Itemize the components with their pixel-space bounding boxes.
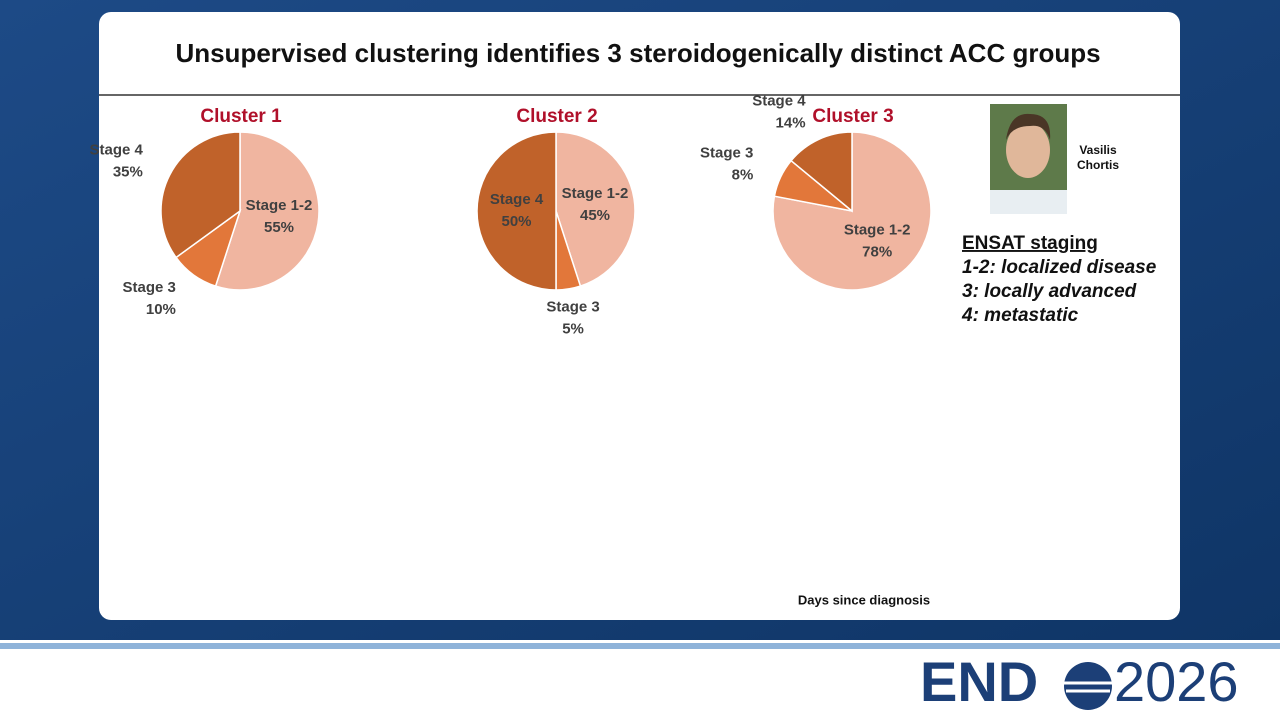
slice-label: Stage 1-2 xyxy=(844,221,911,238)
chart-title: Cluster 3 xyxy=(812,106,893,127)
slice-value: 50% xyxy=(501,213,531,230)
slice-value: 55% xyxy=(264,219,294,236)
staging-item: 4: metastatic xyxy=(961,305,1079,326)
slice-label: Stage 3 xyxy=(546,299,599,316)
footer-stripe xyxy=(0,643,1280,649)
chart-title: Cluster 1 xyxy=(200,106,282,127)
chart-title: Cluster 2 xyxy=(516,106,597,127)
slice-value: 8% xyxy=(732,167,754,184)
slice-label: Stage 4 xyxy=(90,141,144,158)
slice-label: Stage 1-2 xyxy=(246,197,313,214)
slice-value: 5% xyxy=(562,321,584,338)
pie-slice xyxy=(214,131,320,291)
pie-slice xyxy=(790,131,853,213)
slice-label: Stage 1-2 xyxy=(562,185,629,202)
pie-slice xyxy=(555,131,636,288)
presenter-name: Chortis xyxy=(1077,158,1119,172)
logo-left: END xyxy=(920,650,1038,713)
logo: END 2026 xyxy=(920,650,1239,713)
slice-value: 45% xyxy=(580,207,610,224)
presenter-photo xyxy=(990,104,1067,214)
slice-value: 14% xyxy=(776,114,806,131)
slice-value: 78% xyxy=(862,243,892,260)
presenter-name: Vasilis xyxy=(1079,143,1117,157)
logo-right: 2026 xyxy=(1114,650,1239,713)
pie-slice xyxy=(772,131,932,291)
axis-note: Days since diagnosis xyxy=(798,592,930,607)
staging-item: 3: locally advanced xyxy=(962,281,1137,302)
staging-heading: ENSAT staging xyxy=(962,233,1098,254)
staging-item: 1-2: localized disease xyxy=(962,257,1157,278)
slice-value: 10% xyxy=(146,301,176,318)
slice-label: Stage 3 xyxy=(700,145,753,162)
pie-slice xyxy=(160,131,241,259)
slide-title: Unsupervised clustering identifies 3 ste… xyxy=(175,38,1100,68)
slice-value: 35% xyxy=(113,163,143,180)
slice-label: Stage 4 xyxy=(490,191,544,208)
pie-slice xyxy=(476,131,557,291)
slice-label: Stage 3 xyxy=(123,279,176,296)
slice-label: Stage 4 xyxy=(752,92,806,109)
